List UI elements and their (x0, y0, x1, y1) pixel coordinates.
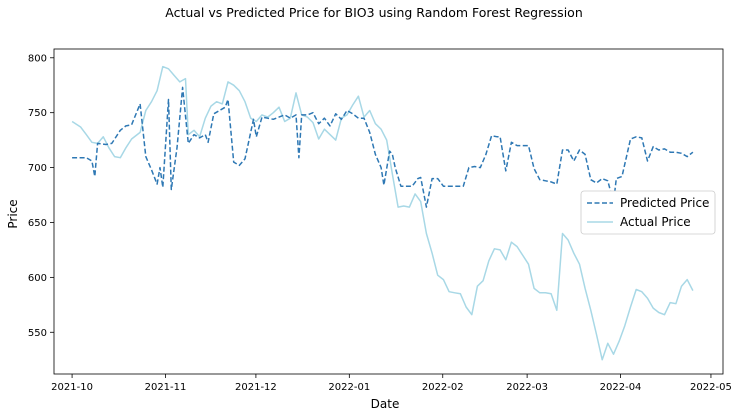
y-tick-label: 800 (28, 53, 47, 64)
series-line-actual (71, 65, 694, 361)
x-axis-label: Date (371, 397, 400, 411)
legend: Predicted Price Actual Price (580, 190, 716, 235)
x-tick-label: 2022-04 (600, 382, 642, 393)
x-tick-label: 2021-12 (235, 382, 277, 393)
y-axis-label: Price (6, 199, 20, 228)
x-tick-label: 2021-10 (51, 382, 93, 393)
legend-label-actual: Actual Price (620, 215, 691, 229)
x-axis-ticks: 2021-10 2021-11 2021-12 2022-01 2022-02 2022-… (51, 374, 732, 393)
y-tick-label: 650 (28, 218, 47, 229)
legend-label-predicted: Predicted Price (620, 196, 709, 210)
x-tick-label: 2022-03 (506, 382, 548, 393)
y-tick-label: 700 (28, 163, 47, 174)
legend-box (580, 190, 716, 235)
y-tick-label: 600 (28, 273, 47, 284)
x-tick-label: 2021-11 (145, 382, 187, 393)
y-tick-label: 750 (28, 108, 47, 119)
x-tick-label: 2022-02 (422, 382, 464, 393)
series-line-predicted (72, 86, 694, 208)
y-tick-label: 550 (28, 328, 47, 339)
plot-area (53, 48, 724, 375)
x-tick-label: 2022-05 (690, 382, 732, 393)
chart-title: Actual vs Predicted Price for BIO3 using… (165, 5, 583, 20)
series-lines (71, 65, 694, 361)
x-tick-label: 2022-01 (328, 382, 370, 393)
y-axis-ticks: 550 600 650 700 750 800 (28, 53, 54, 339)
